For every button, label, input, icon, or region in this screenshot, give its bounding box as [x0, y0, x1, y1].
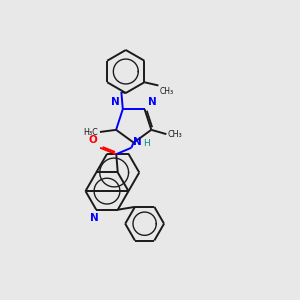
Text: N: N [148, 97, 156, 107]
Text: CH₃: CH₃ [160, 87, 174, 96]
Text: N: N [133, 136, 142, 147]
Text: N: N [111, 97, 120, 107]
Text: CH₃: CH₃ [168, 130, 183, 139]
Text: H: H [143, 139, 149, 148]
Text: O: O [89, 135, 98, 146]
Text: N: N [90, 213, 99, 223]
Text: H₃C: H₃C [84, 128, 98, 137]
